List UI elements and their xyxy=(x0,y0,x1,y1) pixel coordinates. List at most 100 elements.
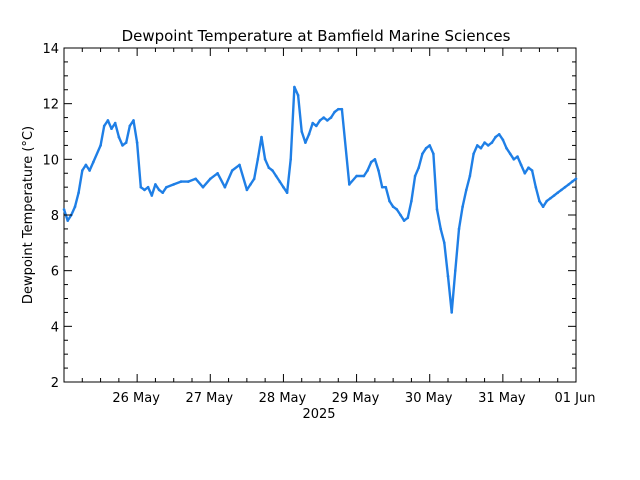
data-point xyxy=(102,124,106,128)
data-point xyxy=(534,185,538,189)
data-point xyxy=(172,183,175,186)
data-point xyxy=(512,158,516,161)
x-tick-label: 30 May xyxy=(405,391,453,406)
data-point xyxy=(472,152,475,156)
data-point xyxy=(326,119,329,122)
data-point xyxy=(384,185,388,189)
data-point xyxy=(146,185,150,189)
data-point xyxy=(216,172,219,175)
data-point xyxy=(128,124,132,128)
data-point xyxy=(432,152,435,156)
data-point xyxy=(315,124,318,128)
data-point xyxy=(245,188,249,192)
data-point xyxy=(450,311,454,314)
data-point xyxy=(274,174,278,178)
data-point xyxy=(157,188,161,192)
data-point xyxy=(139,185,143,189)
data-point xyxy=(556,191,559,194)
series-layer xyxy=(62,85,578,314)
x-tick-label: 29 May xyxy=(332,391,380,406)
data-point xyxy=(501,138,505,142)
data-point xyxy=(285,191,289,194)
data-point xyxy=(391,205,395,208)
data-point xyxy=(413,174,417,178)
x-tick-label: 27 May xyxy=(186,391,234,406)
data-point xyxy=(110,127,113,130)
data-point xyxy=(527,166,530,169)
data-point xyxy=(296,94,300,97)
data-point xyxy=(560,188,563,192)
data-point xyxy=(135,141,139,144)
data-point xyxy=(439,227,443,231)
data-point xyxy=(402,219,406,222)
data-point xyxy=(549,197,552,200)
data-point xyxy=(523,172,527,175)
data-point xyxy=(538,199,541,203)
data-point xyxy=(106,119,110,122)
data-point xyxy=(88,169,91,172)
y-tick-label: 4 xyxy=(51,320,59,335)
data-point xyxy=(300,130,304,133)
data-point xyxy=(256,158,260,161)
data-point xyxy=(486,144,490,147)
data-point xyxy=(348,183,351,186)
data-point xyxy=(545,199,548,203)
data-point xyxy=(497,133,501,136)
data-point xyxy=(461,205,464,208)
data-point xyxy=(92,160,95,164)
x-tick-label: 28 May xyxy=(259,391,307,406)
data-point xyxy=(505,146,508,150)
data-point xyxy=(293,85,296,89)
data-point xyxy=(322,116,326,119)
data-point xyxy=(84,163,88,167)
data-point xyxy=(311,121,315,125)
data-point xyxy=(424,146,428,150)
plot-area xyxy=(62,47,578,383)
y-tick-label: 12 xyxy=(42,98,59,113)
data-point xyxy=(143,188,146,192)
data-point xyxy=(260,135,263,139)
data-point xyxy=(124,141,128,144)
data-point xyxy=(132,119,135,122)
data-point xyxy=(395,208,399,211)
data-point xyxy=(552,194,556,197)
data-point xyxy=(457,227,461,231)
data-point xyxy=(267,166,271,169)
data-point xyxy=(567,183,570,186)
data-point xyxy=(571,180,574,183)
data-point xyxy=(278,180,282,183)
data-point xyxy=(340,107,344,111)
y-tick-label: 2 xyxy=(51,376,59,391)
data-point xyxy=(99,144,102,147)
data-point xyxy=(282,185,285,189)
y-tick-label: 10 xyxy=(42,153,59,168)
data-point xyxy=(494,135,497,139)
data-point xyxy=(380,185,384,189)
data-point xyxy=(519,163,523,167)
data-point xyxy=(81,169,84,172)
data-point xyxy=(230,169,234,172)
data-point xyxy=(406,216,410,220)
chart-title: Dewpoint Temperature at Bamfield Marine … xyxy=(122,27,511,45)
data-point xyxy=(468,174,472,178)
data-point xyxy=(362,174,366,178)
data-point xyxy=(194,177,197,181)
data-point xyxy=(165,185,168,189)
data-point xyxy=(117,135,121,139)
data-point xyxy=(201,185,205,189)
data-point xyxy=(446,274,450,278)
data-point xyxy=(421,152,424,156)
data-point xyxy=(329,116,333,119)
data-point xyxy=(410,199,413,203)
data-point xyxy=(223,185,227,189)
data-point xyxy=(479,146,483,150)
data-point xyxy=(377,169,380,172)
data-point xyxy=(516,155,519,158)
data-point xyxy=(249,183,252,186)
data-point xyxy=(161,191,164,194)
data-point xyxy=(333,110,336,114)
data-point xyxy=(483,141,486,144)
x-tick-label: 01 Jun xyxy=(555,391,596,406)
y-tick-label: 14 xyxy=(42,42,59,57)
data-point xyxy=(318,119,322,122)
